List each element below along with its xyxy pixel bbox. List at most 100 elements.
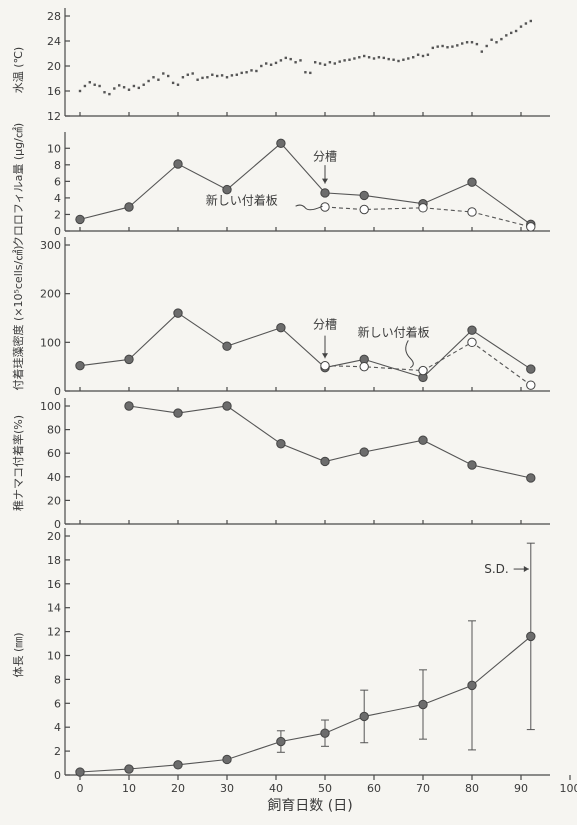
temp-point-70 <box>421 54 425 58</box>
ylabel-body-length: 体長 (㎜) <box>11 632 25 677</box>
temp-point-56 <box>353 57 356 60</box>
temp-point-10 <box>127 88 131 91</box>
temp-point-8 <box>118 84 121 87</box>
temp-point-24 <box>196 78 199 81</box>
filled-marker-3-3 <box>276 439 286 449</box>
temp-point-41 <box>279 59 283 62</box>
temp-point-42 <box>284 56 287 60</box>
temp-point-21 <box>181 76 185 79</box>
filled-marker-1-0 <box>75 214 85 225</box>
y-tick-label-4-8: 16 <box>47 578 61 591</box>
x-tick-label-8: 80 <box>465 782 479 795</box>
filled-marker-4-7 <box>418 699 428 710</box>
temp-point-52 <box>333 62 336 65</box>
x-axis-title: 飼育日数 (日) <box>267 798 352 814</box>
split-arrow-head-1 <box>322 353 328 359</box>
x-tick-label-0: 0 <box>77 782 84 795</box>
y-tick-label-2-3: 300 <box>40 239 61 252</box>
open-marker-1-1 <box>359 204 369 215</box>
temp-point-34 <box>245 71 248 74</box>
filled-marker-4-5 <box>320 728 330 738</box>
filled-marker-3-0 <box>124 401 134 411</box>
y-tick-label-0-0: 12 <box>47 110 61 123</box>
filled-marker-1-2 <box>173 159 183 169</box>
filled-marker-1-5 <box>320 188 330 198</box>
y-tick-label-4-1: 2 <box>54 745 61 758</box>
temp-point-26 <box>206 76 209 79</box>
temp-point-0 <box>78 89 82 93</box>
temp-point-88 <box>510 31 513 35</box>
temp-point-73 <box>436 45 439 48</box>
filled-marker-2-2 <box>173 308 183 318</box>
temp-point-45 <box>299 59 302 62</box>
temp-point-68 <box>412 56 415 59</box>
annotation-1-1: 新しい付着板 <box>206 193 278 208</box>
filled-marker-4-8 <box>467 680 477 691</box>
y-tick-label-4-3: 6 <box>54 697 61 710</box>
temp-point-38 <box>265 62 268 65</box>
x-tick-label-9: 90 <box>514 782 528 795</box>
temp-point-58 <box>363 54 366 58</box>
y-tick-label-0-2: 20 <box>47 60 61 73</box>
temp-point-15 <box>152 76 155 79</box>
temp-point-39 <box>269 63 273 66</box>
filled-marker-4-9 <box>526 631 536 642</box>
filled-marker-1-3 <box>222 184 232 195</box>
y-tick-label-1-3: 6 <box>54 175 61 188</box>
temp-point-32 <box>235 73 238 76</box>
temp-point-59 <box>367 56 371 59</box>
temp-point-2 <box>88 81 91 84</box>
filled-marker-3-5 <box>359 447 369 457</box>
temp-point-40 <box>274 61 278 65</box>
y-tick-label-2-2: 200 <box>40 288 61 301</box>
temp-point-17 <box>162 72 165 75</box>
temp-point-89 <box>514 29 518 33</box>
y-tick-label-3-0: 0 <box>54 518 61 531</box>
temp-point-14 <box>147 79 150 83</box>
series-line-2-0 <box>79 312 532 379</box>
temp-point-85 <box>495 41 498 44</box>
temp-point-1 <box>83 84 87 88</box>
temp-point-29 <box>220 74 224 77</box>
temp-point-87 <box>505 34 508 37</box>
temp-point-13 <box>142 83 145 86</box>
x-tick-label-7: 70 <box>416 782 430 795</box>
filled-marker-3-4 <box>320 456 330 467</box>
temp-point-60 <box>372 57 376 60</box>
temp-point-86 <box>500 37 503 41</box>
split-arrow-head-0 <box>322 178 328 184</box>
temp-point-90 <box>519 25 523 28</box>
temp-point-91 <box>524 22 528 25</box>
filled-marker-2-3 <box>222 341 232 351</box>
temp-point-74 <box>441 44 444 48</box>
temp-point-84 <box>490 38 493 41</box>
temp-point-72 <box>431 46 434 50</box>
temp-point-53 <box>338 60 341 63</box>
y-tick-label-4-6: 12 <box>47 626 61 639</box>
open-marker-1-2 <box>418 203 428 213</box>
open-marker-1-3 <box>467 207 477 217</box>
ylabel-water-temp: 水温 (℃) <box>12 47 25 93</box>
annotation-1-0: 分槽 <box>313 150 337 164</box>
temp-point-23 <box>191 72 194 75</box>
temp-point-43 <box>289 57 292 61</box>
temp-point-49 <box>318 62 322 65</box>
temp-point-5 <box>103 91 106 94</box>
filled-marker-2-4 <box>276 323 286 333</box>
temp-point-46 <box>304 71 307 74</box>
y-tick-label-3-3: 60 <box>47 447 61 460</box>
y-tick-label-2-1: 100 <box>40 336 61 349</box>
filled-marker-1-1 <box>124 202 134 212</box>
filled-marker-2-8 <box>467 325 477 335</box>
filled-marker-3-6 <box>418 435 428 445</box>
temp-point-51 <box>328 61 332 64</box>
filled-marker-4-1 <box>124 764 134 774</box>
temp-point-36 <box>255 69 258 73</box>
filled-marker-4-3 <box>222 754 232 765</box>
y-tick-label-4-10: 20 <box>47 530 61 543</box>
temp-point-31 <box>230 74 234 77</box>
series-line-4-0 <box>79 635 532 773</box>
temp-point-20 <box>176 83 180 86</box>
temp-point-63 <box>387 57 390 61</box>
temp-point-11 <box>132 84 136 88</box>
